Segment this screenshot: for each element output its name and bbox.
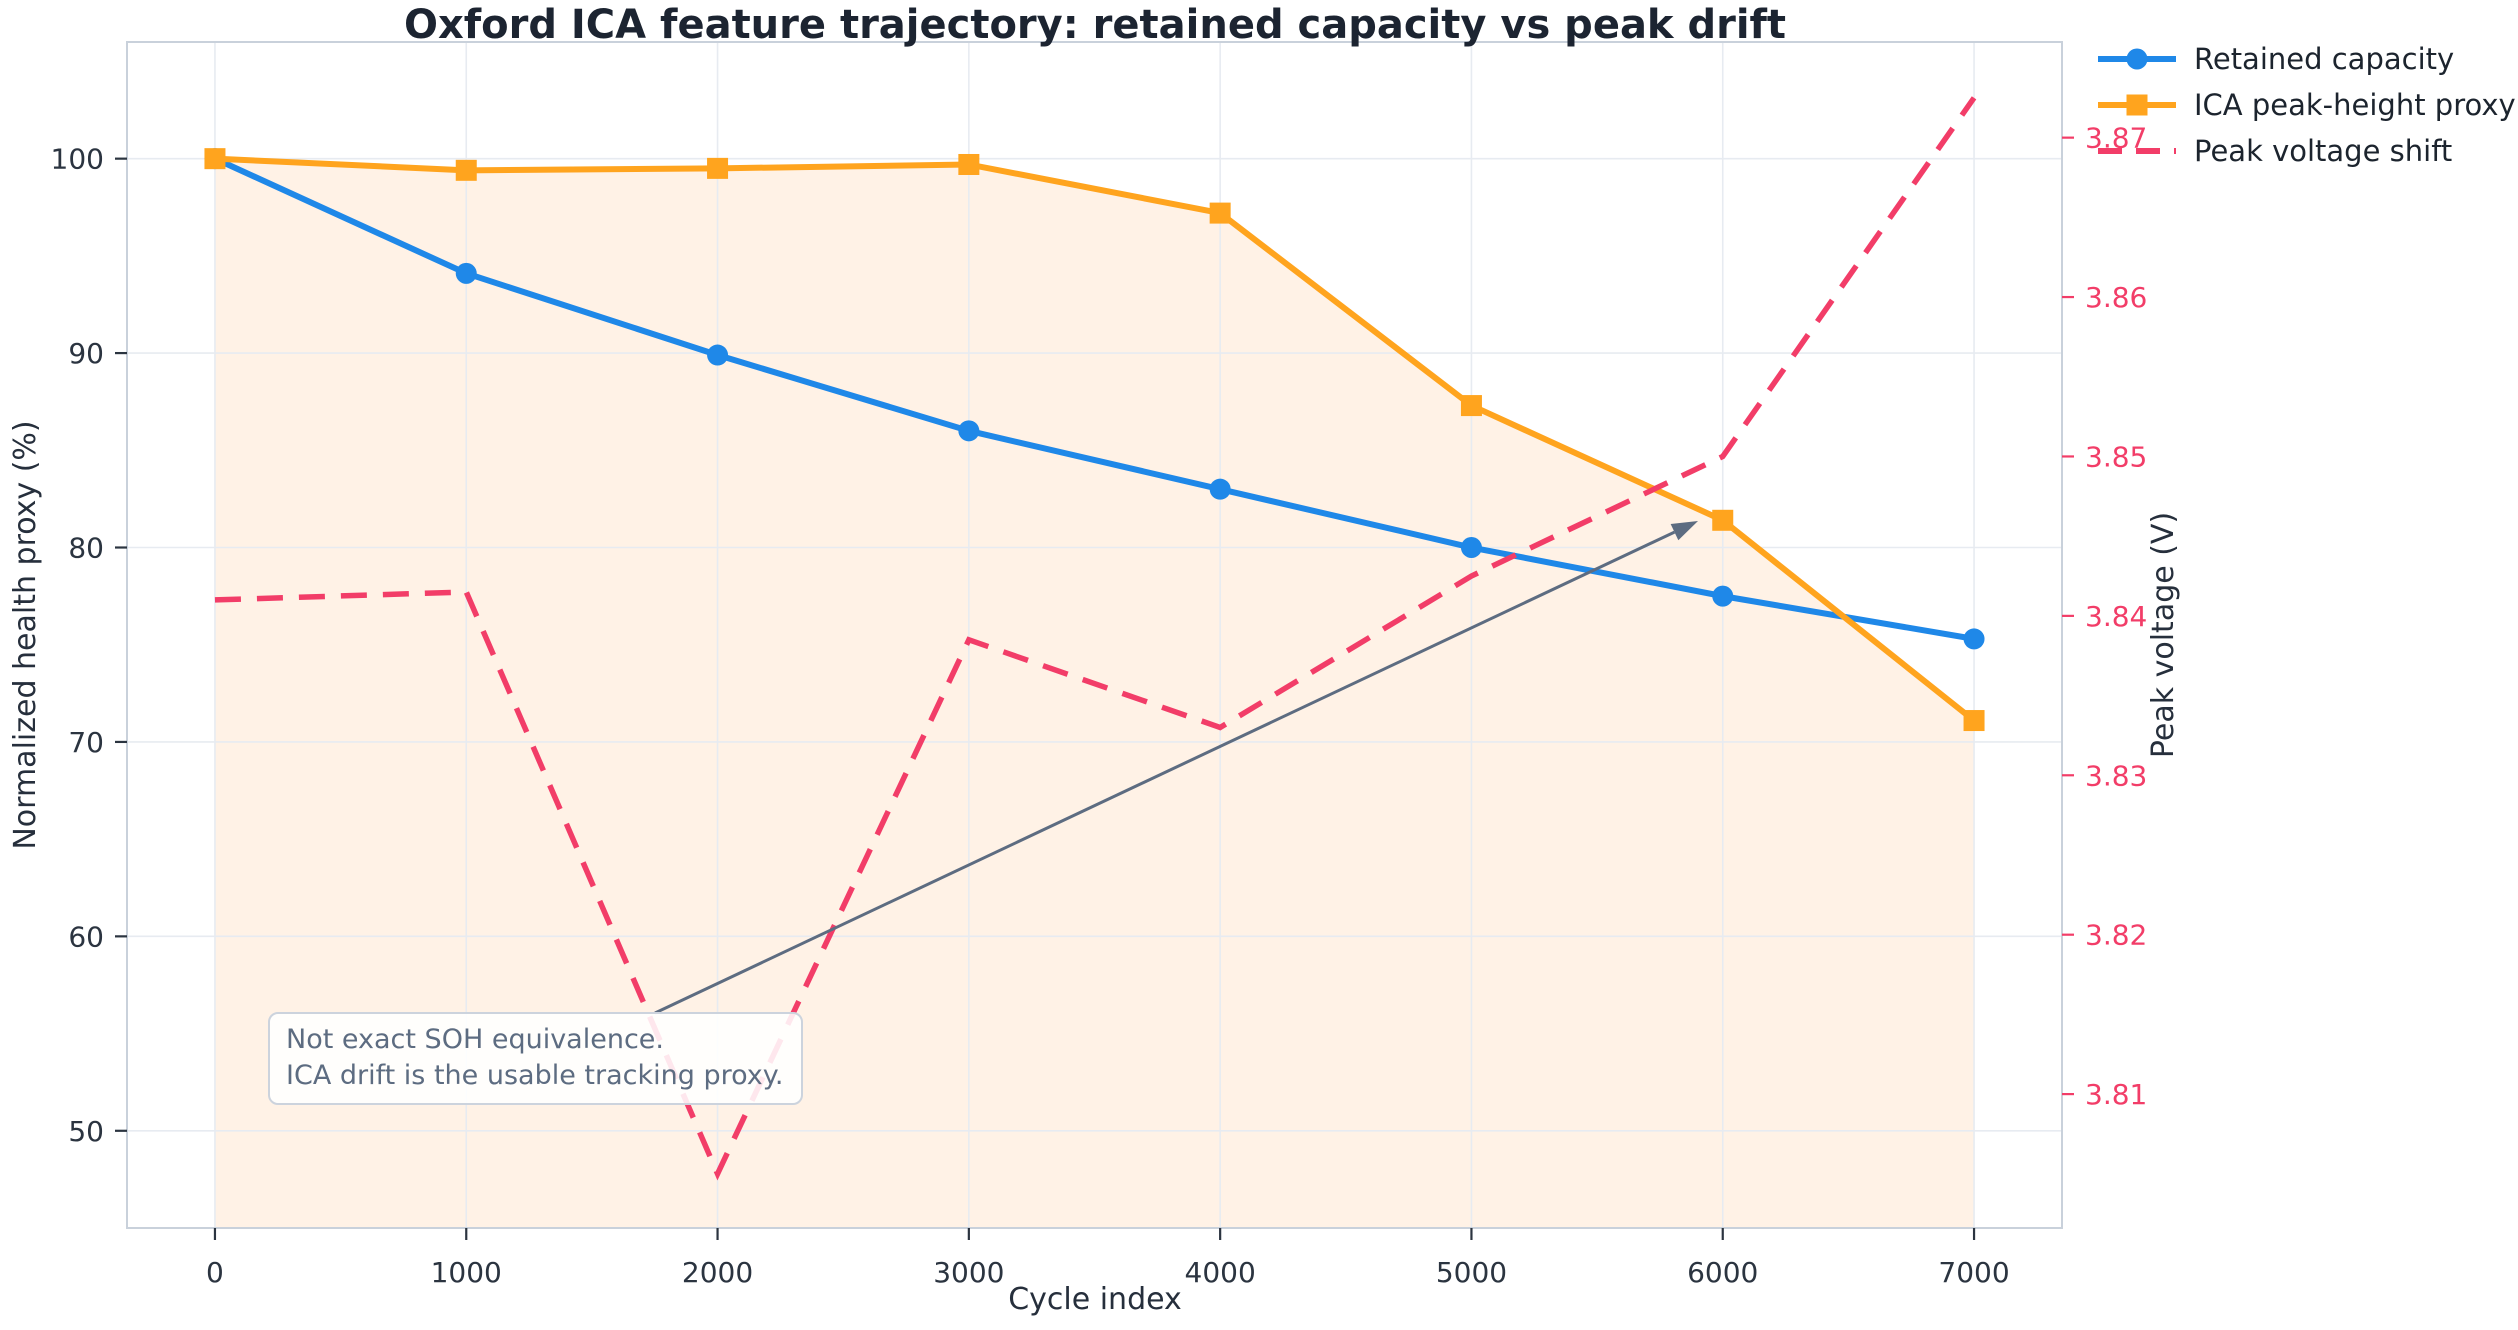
x-tick-label-4000: 4000 — [1185, 1256, 1256, 1289]
right-tick-label-3.82: 3.82 — [2085, 919, 2147, 952]
orange-area-fill — [214, 158, 1975, 1228]
series-line-retained-capacity — [213, 155, 1975, 642]
legend-swatch-dashed-line — [2098, 148, 2176, 154]
right-tick-label-3.86: 3.86 — [2085, 281, 2147, 314]
legend: Retained capacity ICA peak-height proxy Pe… — [2096, 36, 2516, 174]
left-tick-label-50: 50 — [68, 1115, 104, 1148]
legend-label: Retained capacity — [2194, 42, 2455, 76]
series-line-ica-peak-height-proxy — [214, 155, 1976, 723]
x-axis-label: Cycle index — [1008, 1282, 1182, 1317]
legend-item-ica-peak-height-proxy: ICA peak-height proxy — [2096, 82, 2516, 128]
right-tick-label-3.84: 3.84 — [2085, 600, 2147, 633]
annotation-arrowhead — [1670, 521, 1698, 541]
legend-item-retained-capacity: Retained capacity — [2096, 36, 2516, 82]
x-tick-label-1000: 1000 — [431, 1256, 502, 1289]
annotation-line-2: ICA drift is the usable tracking proxy. — [286, 1059, 784, 1091]
right-tick-label-3.83: 3.83 — [2085, 759, 2147, 792]
marker-square — [1209, 202, 1231, 224]
x-tick-label-5000: 5000 — [1436, 1256, 1507, 1289]
marker-circle — [958, 420, 980, 442]
series-line-peak-voltage-shift — [214, 96, 1977, 1181]
gridlines — [127, 42, 2062, 1228]
marker-square — [204, 148, 226, 170]
annotation-box: Not exact SOH equivalence. ICA drift is … — [268, 1012, 804, 1106]
right-tick-label-3.85: 3.85 — [2085, 440, 2147, 473]
marker-circle — [1712, 585, 1734, 607]
legend-swatch-square — [2098, 94, 2176, 116]
legend-label: ICA peak-height proxy — [2194, 88, 2516, 122]
marker-circle — [707, 344, 729, 366]
x-tick-label-3000: 3000 — [933, 1256, 1004, 1289]
marker-circle — [1209, 478, 1231, 500]
x-tick-label-2000: 2000 — [682, 1256, 753, 1289]
marker-square — [958, 153, 980, 175]
left-tick-label-90: 90 — [68, 337, 104, 370]
legend-item-peak-voltage-shift: Peak voltage shift — [2096, 128, 2516, 174]
left-y-axis-label: Normalized health proxy (%) — [8, 420, 43, 850]
left-tick-label-100: 100 — [51, 143, 104, 176]
right-tick-label-3.81: 3.81 — [2085, 1078, 2147, 1111]
annotation-arrow-line — [654, 530, 1676, 1015]
marker-circle — [1460, 537, 1482, 559]
left-tick-label-70: 70 — [68, 726, 104, 759]
x-tick-label-0: 0 — [206, 1256, 224, 1289]
marker-square — [1712, 509, 1734, 531]
right-y-axis-label: Peak voltage (V) — [2146, 511, 2181, 759]
marker-square — [1963, 710, 1985, 732]
marker-circle — [1963, 628, 1985, 650]
marker-square — [455, 159, 477, 181]
marker-circle — [455, 262, 477, 284]
left-tick-label-80: 80 — [68, 532, 104, 565]
chart-title: Oxford ICA feature trajectory: retained … — [403, 2, 1787, 48]
marker-square — [1460, 395, 1482, 417]
left-tick-label-60: 60 — [68, 920, 104, 953]
axes-ticks: 0 1000 2000 3000 4000 5000 6000 7000 50 60 70 80 90 1… — [51, 122, 2148, 1289]
plot-spines — [126, 41, 2063, 1229]
x-tick-label-6000: 6000 — [1687, 1256, 1758, 1289]
annotation-line-1: Not exact SOH equivalence. — [286, 1024, 664, 1055]
legend-label: Peak voltage shift — [2194, 134, 2453, 168]
x-tick-label-7000: 7000 — [1938, 1256, 2009, 1289]
legend-swatch-circle — [2098, 48, 2176, 70]
marker-square — [707, 157, 729, 179]
